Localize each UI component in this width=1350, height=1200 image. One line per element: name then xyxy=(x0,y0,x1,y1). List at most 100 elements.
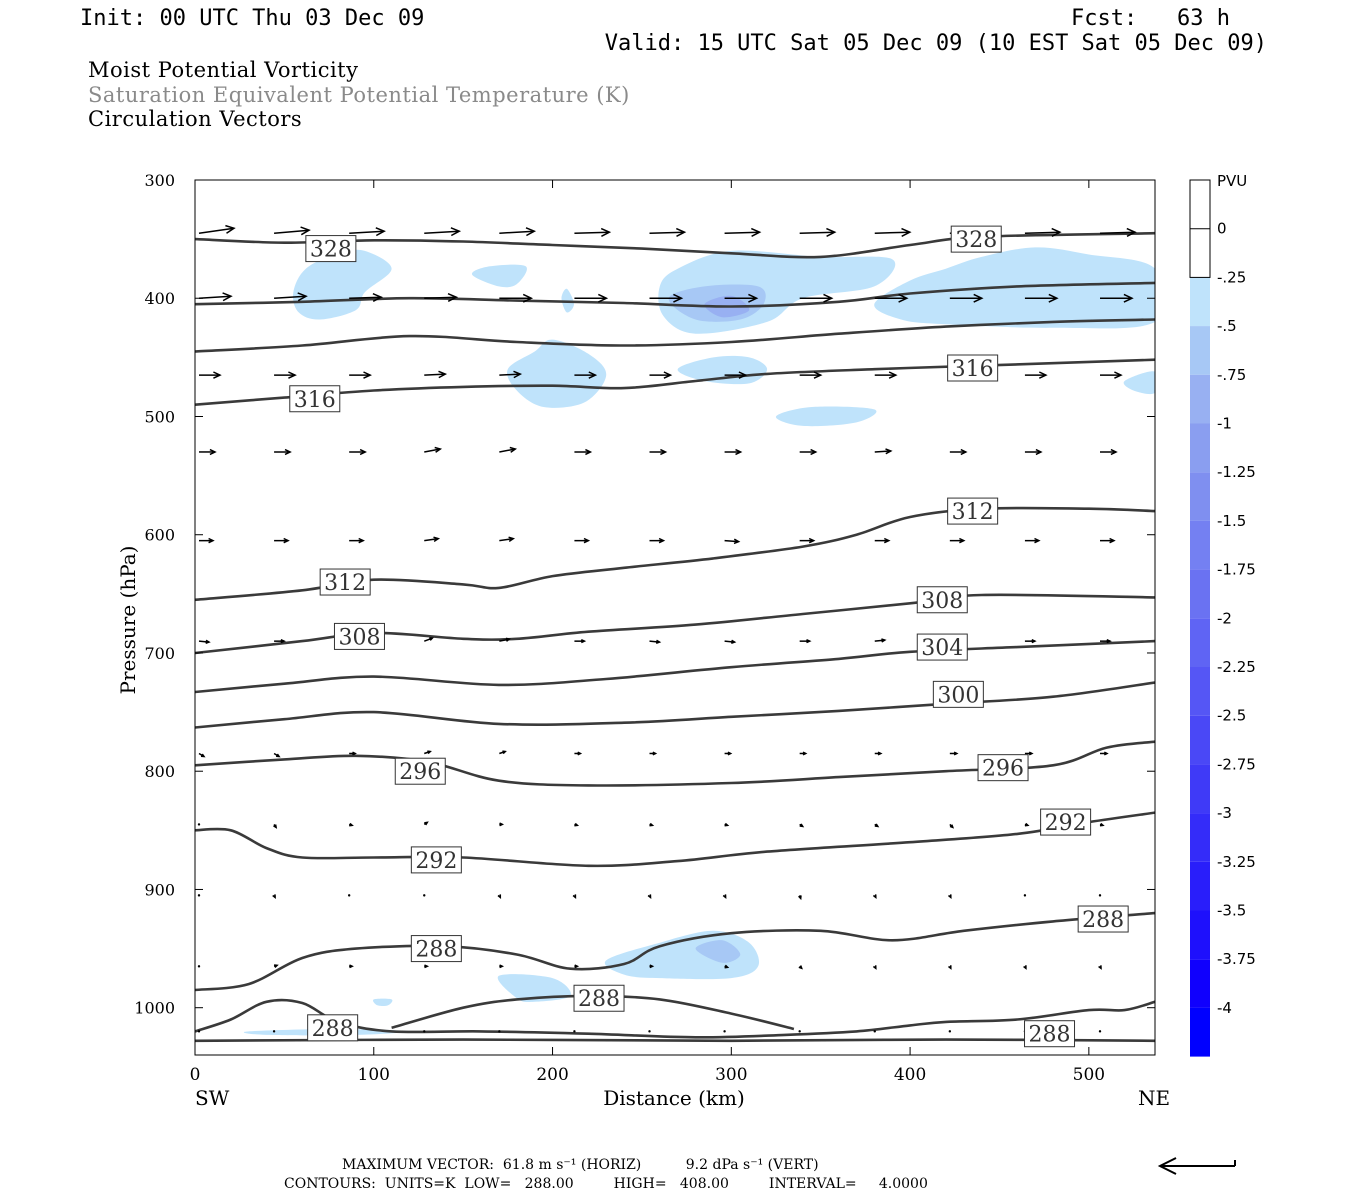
colorbar-label: -2.75 xyxy=(1217,755,1256,773)
circulation-vector xyxy=(423,1030,426,1033)
contour-label-text: 292 xyxy=(415,849,457,874)
circulation-vector xyxy=(949,293,984,303)
contour-label-box xyxy=(932,680,984,708)
contour-label-box xyxy=(410,846,462,874)
vector-head xyxy=(1110,448,1118,456)
circulation-vector xyxy=(648,1030,651,1033)
vector-head xyxy=(280,639,286,644)
circulation-vector xyxy=(649,227,687,237)
contour-label: 292 xyxy=(1040,808,1092,836)
colorbar-label: -3.25 xyxy=(1217,853,1256,871)
vector-head xyxy=(1031,639,1037,644)
theta-contour-304-6 xyxy=(195,639,1155,694)
circulation-vector xyxy=(348,822,354,827)
circulation-vector xyxy=(198,639,211,645)
circulation-vector xyxy=(799,823,805,828)
vector-head xyxy=(810,448,818,456)
reference-vector xyxy=(1157,1157,1236,1175)
circulation-vector xyxy=(274,371,297,379)
circulation-vector xyxy=(274,292,308,302)
circulation-vector xyxy=(873,1030,876,1033)
contour-label: 296 xyxy=(394,757,446,785)
vector-layer xyxy=(197,224,1137,1033)
contour-label-layer: 328 328 316 316 312 312 308 308 304 300 296 296 292 2… xyxy=(289,225,1129,1048)
vector-head xyxy=(735,448,743,456)
colorbar-label: -4 xyxy=(1217,999,1232,1017)
circulation-vector xyxy=(1098,1030,1102,1033)
vector-head xyxy=(885,448,893,455)
vector-head xyxy=(213,371,222,379)
vector-shaft xyxy=(649,231,685,234)
theta-contour-300-7 xyxy=(195,681,1155,729)
vector-head xyxy=(826,227,837,237)
circulation-vector xyxy=(1100,448,1118,456)
vector-dot xyxy=(423,894,426,897)
contour-label-box xyxy=(307,1014,359,1042)
vector-head xyxy=(1099,822,1105,827)
vector-head xyxy=(372,293,383,302)
contour-label: 312 xyxy=(319,568,371,596)
circulation-vector xyxy=(347,894,351,897)
vector-head xyxy=(813,371,823,379)
circulation-vector xyxy=(424,293,459,302)
circulation-vector xyxy=(574,639,587,644)
vector-head xyxy=(349,964,354,969)
vector-head xyxy=(502,750,507,755)
circulation-vector xyxy=(649,293,684,303)
vector-head xyxy=(1051,227,1062,237)
colorbar-swatch xyxy=(1190,910,1210,960)
circulation-vector xyxy=(197,894,201,897)
vector-head xyxy=(434,446,443,453)
contour-label: 328 xyxy=(950,225,1002,253)
max-vector-note: MAXIMUM VECTOR: 61.8 m s⁻¹ (HORIZ) 9.2 d… xyxy=(342,1157,819,1173)
contour-label: 312 xyxy=(947,497,999,525)
circulation-vector xyxy=(649,371,673,379)
vector-head xyxy=(1114,371,1123,379)
vector-head xyxy=(888,371,898,379)
vector-shaft xyxy=(874,231,910,234)
y-tick-label: 700 xyxy=(144,644,175,663)
circulation-vector xyxy=(799,639,812,644)
circulation-vector xyxy=(798,895,802,901)
vector-shaft xyxy=(499,537,514,542)
vector-head xyxy=(508,536,516,543)
title-theta: Saturation Equivalent Potential Temperat… xyxy=(88,83,630,107)
contour-label-text: 308 xyxy=(921,589,963,614)
vector-head xyxy=(513,370,523,379)
circulation-vector xyxy=(799,227,837,237)
vector-head xyxy=(424,821,429,826)
vector-head xyxy=(522,293,534,303)
circulation-vector xyxy=(424,964,430,969)
vector-head xyxy=(583,537,591,544)
contour-label-box xyxy=(950,225,1002,253)
y-tick-label: 600 xyxy=(144,526,175,545)
vector-shaft xyxy=(499,230,535,234)
circulation-vector xyxy=(574,371,598,379)
circulation-vector xyxy=(724,538,741,545)
plot-frame xyxy=(194,179,1156,1056)
contour-label-text: 288 xyxy=(1082,908,1124,933)
circulation-vector xyxy=(574,537,591,544)
colorbar: PVU 0 -.25 -.5 -.75 -1 -1.25 -1.5 -1.75 -2 -2.25 -2… xyxy=(1189,172,1256,1057)
contour-label: 308 xyxy=(333,622,385,650)
circulation-vector xyxy=(874,293,909,303)
circulation-vector xyxy=(723,1030,726,1033)
left-direction-label: SW xyxy=(195,1086,230,1110)
circulation-vector xyxy=(1024,537,1041,544)
circulation-vector xyxy=(349,751,357,756)
vector-head xyxy=(438,370,448,379)
vector-head xyxy=(450,227,462,237)
circulation-vector xyxy=(649,537,666,544)
circulation-vector xyxy=(574,822,580,827)
vector-shaft xyxy=(724,231,760,234)
vector-shaft xyxy=(424,537,439,542)
vector-head xyxy=(823,293,834,303)
vector-head xyxy=(208,537,215,544)
vector-head xyxy=(509,446,518,453)
colorbar-label: -1.25 xyxy=(1217,463,1256,481)
contour-label-box xyxy=(977,754,1029,782)
vector-head xyxy=(1109,537,1116,544)
vector-head xyxy=(588,371,598,379)
vector-head xyxy=(652,751,658,756)
